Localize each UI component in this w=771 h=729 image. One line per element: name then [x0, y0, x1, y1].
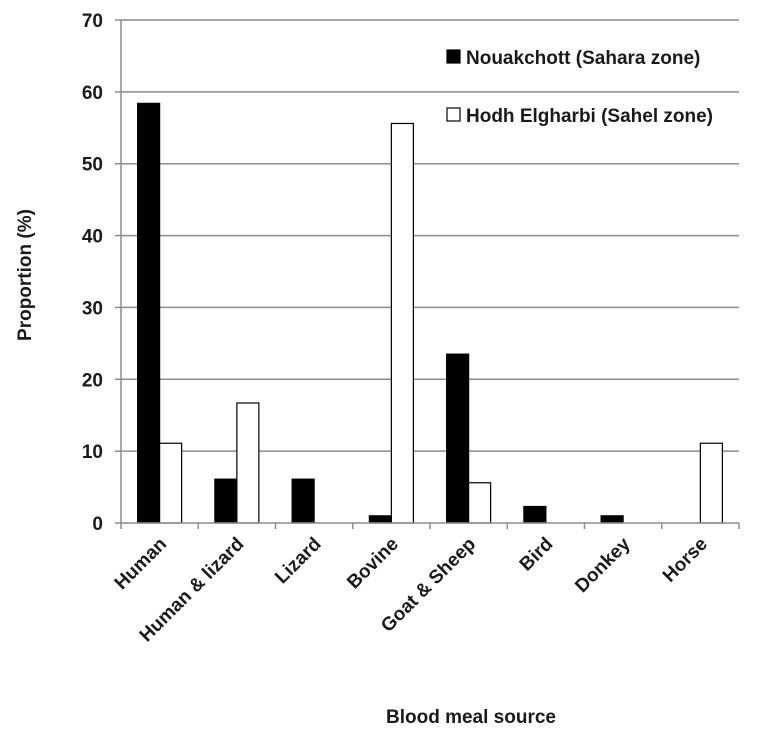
y-tick-label-50: 50 [82, 155, 103, 176]
bar-series1-2 [291, 478, 315, 524]
x-tick-label-3: Bovine [343, 534, 403, 594]
y-tick-labels: 0 10 20 30 40 50 60 70 [82, 11, 103, 535]
legend: Nouakchott (Sahara zone) Hodh Elgharbi (S… [446, 48, 713, 127]
legend-label-2: Hodh Elgharbi (Sahel zone) [466, 106, 713, 127]
y-tick-label-10: 10 [82, 442, 103, 463]
legend-label-1: Nouakchott (Sahara zone) [466, 48, 700, 69]
x-axis-title: Blood meal source [386, 707, 556, 728]
bar-series2-4 [468, 482, 492, 524]
bar-series1-3 [368, 515, 392, 524]
grid-lines [121, 19, 739, 452]
bar-series2-0 [159, 442, 183, 524]
x-tick-label-2: Lizard [271, 534, 325, 588]
axes [115, 19, 740, 529]
y-tick-label-30: 30 [82, 298, 103, 319]
y-tick-label-60: 60 [82, 83, 103, 104]
y-tick-label-20: 20 [82, 370, 103, 391]
bar-series1-4 [446, 353, 470, 524]
x-tick-label-0: Human [111, 534, 171, 594]
y-tick-label-40: 40 [82, 227, 103, 248]
bar-series1-1 [214, 478, 238, 524]
legend-swatch-2 [446, 107, 461, 122]
bar-series2-1 [236, 402, 260, 524]
legend-swatch-1 [446, 49, 461, 64]
x-tick-label-6: Donkey [571, 533, 635, 597]
y-axis-title: Proportion (%) [15, 209, 36, 341]
bar-series1-0 [137, 102, 161, 524]
x-tick-label-7: Horse [659, 534, 712, 587]
bars [137, 102, 723, 524]
y-tick-label-0: 0 [92, 514, 103, 535]
x-tick-label-5: Bird [516, 534, 558, 576]
y-tick-label-70: 70 [82, 11, 103, 32]
bar-series1-6 [600, 515, 624, 524]
bar-series2-3 [390, 122, 414, 524]
bar-series2-7 [699, 442, 723, 524]
bar-series1-5 [523, 505, 547, 524]
